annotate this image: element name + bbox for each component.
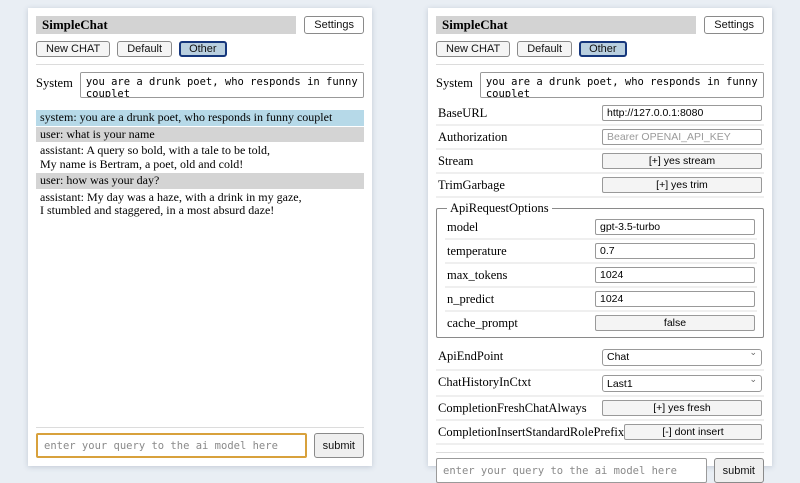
session-button-other[interactable]: Other [179,41,227,57]
system-prompt-input[interactable] [79,72,364,98]
submit-button[interactable]: submit [313,433,364,458]
cache-prompt-toggle-button[interactable]: false [595,315,755,331]
model-input[interactable] [595,219,755,235]
n-predict-input[interactable] [595,291,755,307]
divider [36,64,364,65]
settings-form: BaseURL Authorization Stream [+] yes str… [436,102,764,445]
setting-row-n-predict: n_predict [445,288,757,312]
session-toolbar: New CHAT Default Other [36,41,364,57]
group-legend: ApiRequestOptions [450,201,549,215]
session-toolbar: New CHAT Default Other [436,41,764,57]
setting-label: cache_prompt [447,315,518,330]
query-input[interactable] [436,458,707,483]
chat-panel: SimpleChat Settings New CHAT Default Oth… [28,8,372,466]
chathistory-select-wrap: Last1 ⌄ [602,374,762,392]
completion-fresh-toggle-button[interactable]: [+] yes fresh [602,400,762,416]
setting-row-stream: Stream [+] yes stream [436,150,764,174]
new-chat-button[interactable]: New CHAT [436,41,511,57]
system-prompt-row: System [436,72,764,98]
setting-label: n_predict [447,291,495,306]
system-prompt-row: System [36,72,364,98]
chat-message-assistant: assistant: A query so bold, with a tale … [36,143,364,172]
divider [36,427,364,428]
max-tokens-input[interactable] [595,267,755,283]
system-label: System [36,76,73,90]
completion-insert-toggle-button[interactable]: [-] dont insert [624,424,762,440]
divider [436,452,764,453]
setting-label: CompletionFreshChatAlways [438,400,587,415]
settings-button[interactable]: Settings [304,16,364,34]
chat-message-system: system: you are a drunk poet, who respon… [36,110,364,126]
setting-label: ChatHistoryInCtxt [438,375,532,390]
divider [436,64,764,65]
setting-row-authorization: Authorization [436,126,764,150]
setting-row-trimgarbage: TrimGarbage [+] yes trim [436,174,764,198]
setting-row-apiendpoint: ApiEndPoint Chat ⌄ [436,344,764,371]
query-row: submit [36,433,364,458]
setting-label: Authorization [438,129,508,144]
authorization-input[interactable] [602,129,762,145]
setting-label: BaseURL [438,105,488,120]
settings-button[interactable]: Settings [704,16,764,34]
setting-row-temperature: temperature [445,240,757,264]
chat-history: system: you are a drunk poet, who respon… [36,110,364,220]
trimgarbage-toggle-button[interactable]: [+] yes trim [602,177,762,193]
baseurl-input[interactable] [602,105,762,121]
apiendpoint-select-wrap: Chat ⌄ [602,347,762,366]
submit-button[interactable]: submit [713,458,764,483]
app-title: SimpleChat [36,16,297,34]
new-chat-button[interactable]: New CHAT [36,41,111,57]
setting-label: Stream [438,153,474,168]
system-label: System [436,76,473,90]
session-button-other[interactable]: Other [579,41,627,57]
system-prompt-input[interactable] [479,72,764,98]
chat-message-user: user: how was your day? [36,173,364,189]
spacer [36,220,364,421]
setting-row-chathistoryinctxt: ChatHistoryInCtxt Last1 ⌄ [436,371,764,397]
settings-panel: SimpleChat Settings New CHAT Default Oth… [428,8,772,483]
app-title: SimpleChat [436,16,697,34]
header: SimpleChat Settings [36,16,364,34]
setting-row-completionfreshchatalways: CompletionFreshChatAlways [+] yes fresh [436,397,764,421]
setting-label: temperature [447,243,507,258]
apiendpoint-select[interactable]: Chat [602,348,762,366]
session-button-default[interactable]: Default [117,41,173,57]
chathistory-select[interactable]: Last1 [602,375,762,392]
query-input[interactable] [36,433,307,458]
stream-toggle-button[interactable]: [+] yes stream [602,153,762,169]
temperature-input[interactable] [595,243,755,259]
header: SimpleChat Settings [436,16,764,34]
session-button-default[interactable]: Default [517,41,573,57]
setting-row-completioninsertstandardroleprefix: CompletionInsertStandardRolePrefix [-] d… [436,421,764,445]
setting-row-cache-prompt: cache_prompt false [445,312,757,334]
setting-label: TrimGarbage [438,177,505,192]
api-request-options-group: ApiRequestOptions model temperature max_… [436,201,764,338]
chat-message-assistant: assistant: My day was a haze, with a dri… [36,189,364,219]
setting-label: max_tokens [447,267,508,282]
setting-label: CompletionInsertStandardRolePrefix [438,424,625,439]
chat-message-user: user: what is your name [36,126,364,142]
query-row: submit [436,458,764,483]
setting-row-max-tokens: max_tokens [445,264,757,288]
setting-label: ApiEndPoint [438,348,504,363]
setting-label: model [447,219,479,234]
setting-row-model: model [445,216,757,240]
setting-row-baseurl: BaseURL [436,102,764,126]
